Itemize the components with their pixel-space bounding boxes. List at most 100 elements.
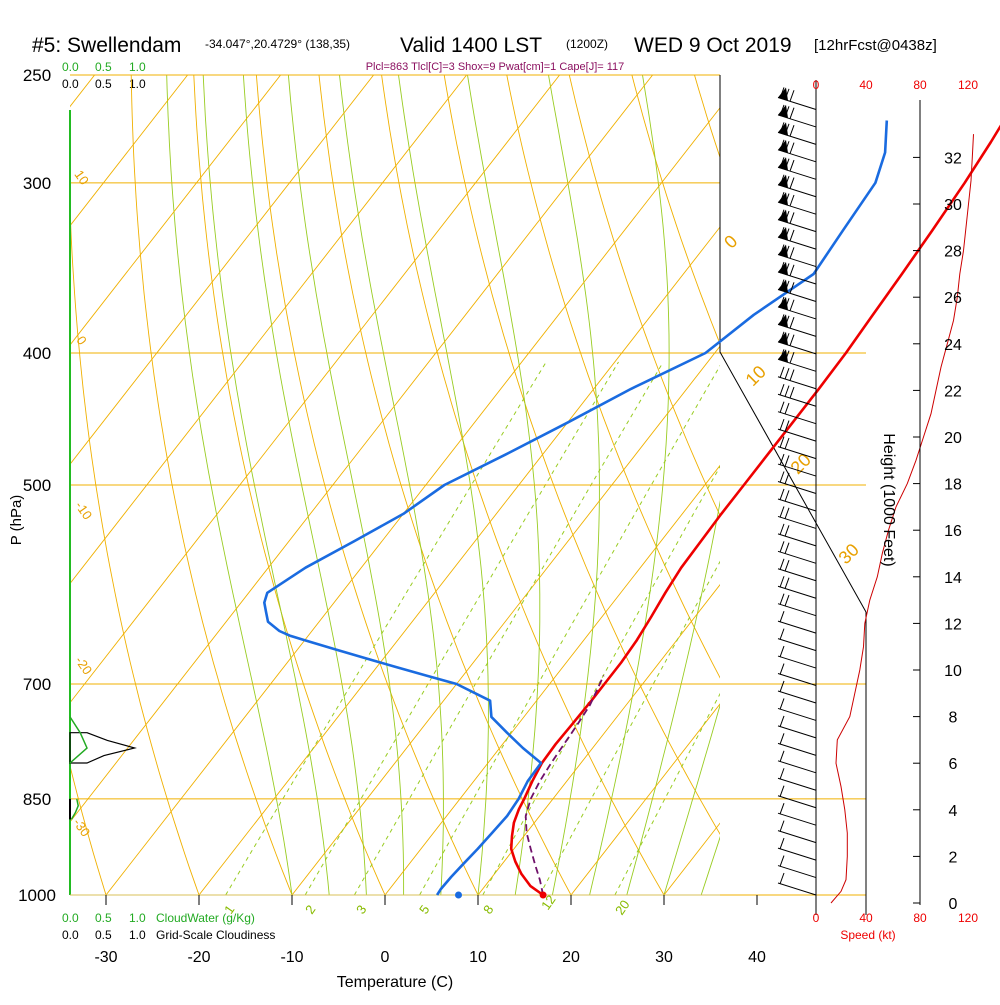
height-tick-label: 32 — [944, 150, 962, 167]
barb-feather — [790, 108, 794, 119]
valid-time: Valid 1400 LST — [400, 34, 542, 57]
barb-feather — [785, 525, 789, 536]
cloud-scale-tick: 0.0 — [62, 77, 79, 91]
height-tick-label: 2 — [949, 849, 958, 866]
barb-feather — [790, 335, 794, 346]
barb-feather — [780, 803, 784, 814]
barb-feather — [780, 681, 784, 692]
barb-staff — [778, 796, 816, 808]
speed-axis-label: Speed (kt) — [840, 928, 895, 942]
temperature-tick-label: 40 — [748, 949, 766, 966]
height-tick-label: 24 — [944, 337, 962, 354]
cloudwater-scale-bottom: 0.0 0.5 1.0 CloudWater (g/Kg) — [62, 911, 255, 925]
barb-staff — [778, 831, 816, 843]
barb-staff — [778, 412, 816, 424]
barb-feather — [780, 838, 784, 849]
barb-staff — [778, 307, 816, 319]
dry-adiabat-label: -20 — [72, 653, 95, 677]
cloudwater-profile-mid — [70, 717, 87, 763]
speed-axis-top: 0 40 80 120 — [813, 78, 979, 92]
height-tick-label: 22 — [944, 383, 962, 400]
barb-staff — [778, 761, 816, 773]
barb-feather — [780, 611, 784, 622]
barb-staff — [778, 255, 816, 267]
barb-staff — [778, 115, 816, 127]
barb-feather — [785, 368, 789, 379]
height-tick-label: 26 — [944, 290, 962, 307]
barb-feather — [780, 541, 784, 552]
stability-indices: Plcl=863 Tlcl[C]=3 Shox=9 Pwat[cm]=1 Cap… — [366, 61, 625, 73]
barb-feather — [780, 786, 784, 797]
barb-feather — [785, 403, 789, 414]
barb-staff — [778, 534, 816, 546]
mixing-ratio-lines — [226, 362, 898, 895]
temperature-profile — [511, 110, 1000, 896]
barb-feather — [780, 594, 784, 605]
barb-feather — [780, 367, 784, 378]
barb-feather — [790, 300, 794, 311]
barb-feather — [780, 873, 784, 884]
barb-feather — [790, 195, 794, 206]
cloudiness-label: Grid-Scale Cloudiness — [156, 928, 275, 942]
isotherm-label: 0 — [720, 231, 741, 252]
barb-feather — [780, 419, 784, 430]
speed-tick: 0 — [813, 911, 820, 925]
barb-feather — [790, 160, 794, 171]
cloudwater-scale-top: 0.0 0.5 1.0 — [62, 60, 146, 74]
barb-staff — [778, 185, 816, 197]
temperature-tick-label: 20 — [562, 949, 580, 966]
barb-feather — [780, 821, 784, 832]
barb-feather — [790, 178, 794, 189]
barb-staff — [778, 883, 816, 895]
speed-tick: 80 — [913, 78, 927, 92]
mixing-ratio-line — [305, 362, 618, 895]
dry-adiabat-label: 0 — [73, 333, 89, 348]
wind-barb — [778, 873, 816, 895]
barb-feather — [790, 125, 794, 136]
height-tick-label: 0 — [949, 896, 958, 913]
dry-adiabat — [882, 75, 1000, 895]
barb-staff — [778, 482, 816, 494]
isotherm — [850, 75, 1000, 895]
cloud-scale-tick: 0.0 — [62, 928, 79, 942]
surface-temperature-point — [540, 892, 547, 899]
pressure-tick-label: 1000 — [18, 886, 56, 905]
barb-feather — [790, 247, 794, 258]
height-tick-label: 30 — [944, 197, 962, 214]
y-axis-label: P (hPa) — [8, 495, 25, 546]
barb-feather — [780, 856, 784, 867]
station-coords: -34.047°,20.4729° (138,35) — [205, 37, 350, 51]
barb-feather — [785, 490, 789, 501]
forecast-date: WED 9 Oct 2019 — [634, 34, 792, 57]
isotherm-label: 10 — [742, 362, 770, 390]
barb-feather — [780, 698, 784, 709]
cloud-scale-tick: 1.0 — [129, 928, 146, 942]
speed-tick: 120 — [958, 911, 978, 925]
barb-staff — [778, 691, 816, 703]
barb-feather — [780, 384, 784, 395]
barb-staff — [778, 848, 816, 860]
height-tick-label: 28 — [944, 244, 962, 261]
barb-staff — [778, 621, 816, 633]
barb-staff — [778, 220, 816, 232]
barb-staff — [778, 708, 816, 720]
barb-staff — [778, 778, 816, 790]
height-tick-label: 10 — [944, 663, 962, 680]
barb-staff — [778, 97, 816, 109]
pressure-tick-label: 300 — [23, 174, 51, 193]
barb-staff — [778, 604, 816, 616]
height-tick-label: 8 — [949, 710, 958, 727]
height-tick-label: 14 — [944, 570, 962, 587]
mixing-ratio-label: 8 — [480, 902, 496, 917]
cloud-scale-tick: 0.0 — [62, 911, 79, 925]
barb-staff — [778, 866, 816, 878]
mixing-ratio-label: 5 — [416, 902, 432, 917]
plot-right-boundary — [720, 75, 866, 612]
mixing-ratio-label: 2 — [302, 902, 318, 917]
height-tick-label: 18 — [944, 477, 962, 494]
barb-feather — [785, 438, 789, 449]
barb-feather — [780, 402, 784, 413]
station-title: #5: Swellendam — [32, 34, 181, 57]
